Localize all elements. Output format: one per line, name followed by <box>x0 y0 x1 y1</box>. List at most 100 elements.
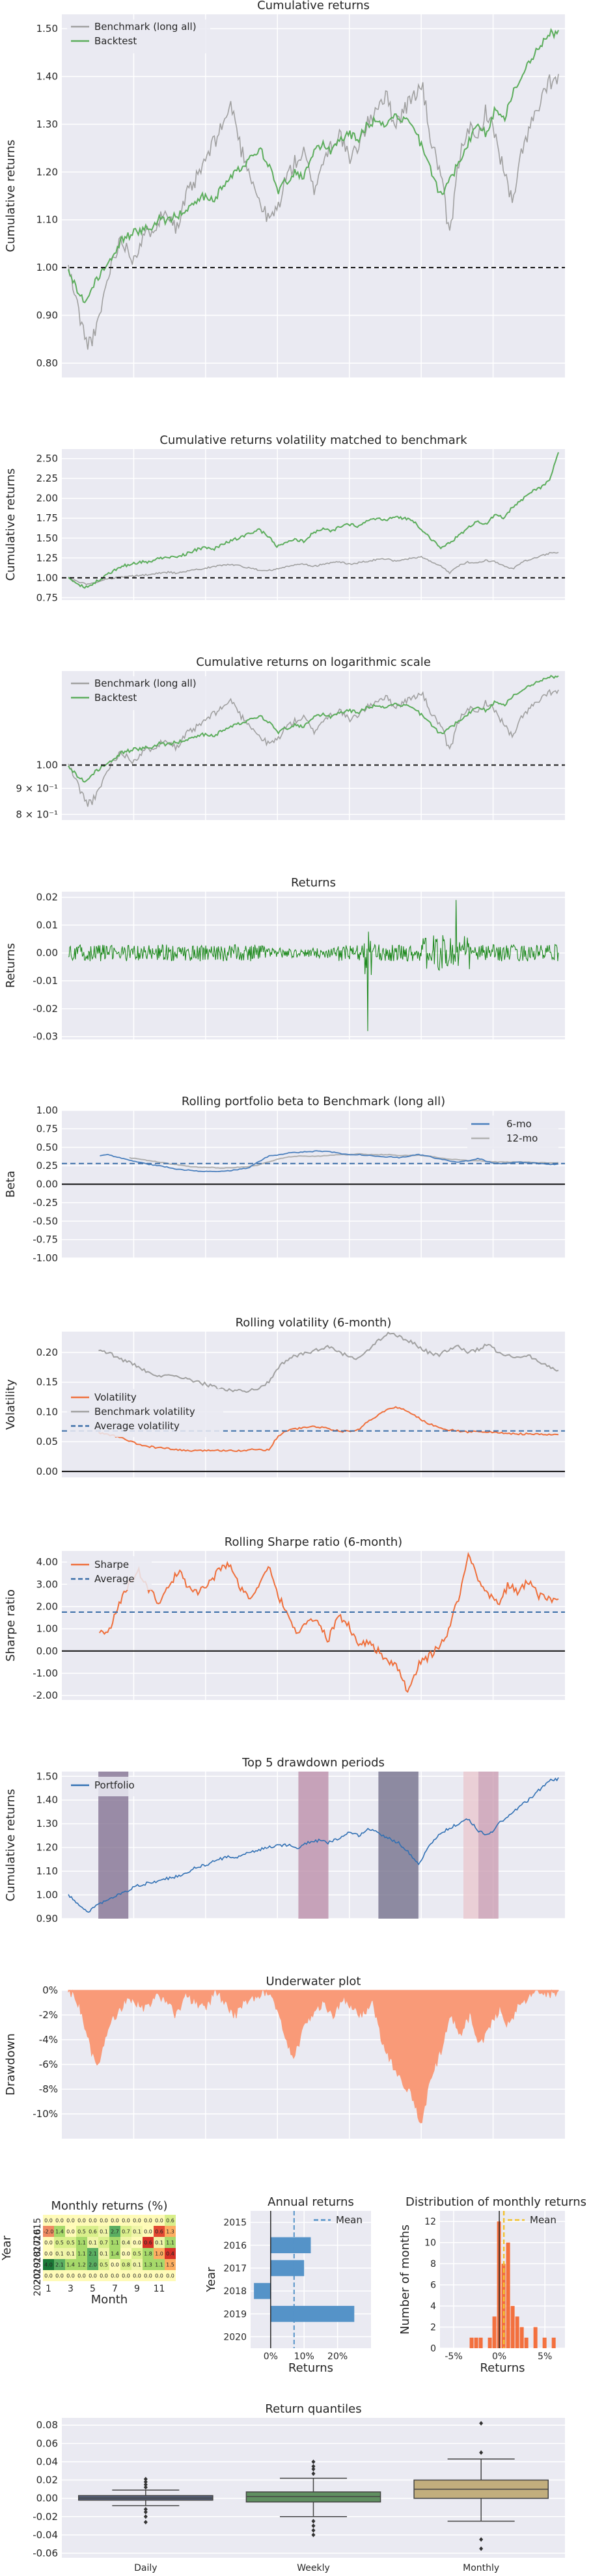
quantiles-box-monthly <box>413 2420 549 2551</box>
cumret-title: Cumulative returns <box>257 0 370 12</box>
monthly-dist-bar <box>469 2337 474 2348</box>
monthly-heatmap-cell <box>65 2248 76 2259</box>
monthly-heatmap-cell <box>154 2215 165 2226</box>
monthly-dist-xtick: 0% <box>492 2351 506 2362</box>
annual-xtick: 10% <box>294 2351 314 2362</box>
monthly-heatmap-cell <box>98 2270 109 2281</box>
monthly-heatmap-cell <box>165 2259 176 2270</box>
monthly-heatmap-cell-label: 0.4 <box>166 2251 174 2257</box>
beta-ytick: 1.00 <box>36 1104 58 1116</box>
monthly-heatmap-cell <box>76 2237 87 2248</box>
monthly-heatmap-cell-label: 0.0 <box>44 2273 53 2279</box>
cumret-ytick: 0.90 <box>36 310 58 322</box>
logret-title: Cumulative returns on logarithmic scale <box>196 655 431 669</box>
annual-xtick: 0% <box>264 2351 278 2362</box>
sharpe-ylabel: Sharpe ratio <box>4 1589 18 1662</box>
quantiles-ytick: 0.06 <box>36 2437 58 2449</box>
rollvol-ytick: 0.10 <box>36 1406 58 1418</box>
monthly-heatmap-cell <box>109 2248 120 2259</box>
quantiles-outlier <box>311 2471 316 2476</box>
cumret: Cumulative returns 0.80 0.90 1.00 1.10 1.20 1.… <box>4 0 565 377</box>
logret-legend-entry: Backtest <box>94 692 137 704</box>
monthly-heatmap-cell <box>109 2215 120 2226</box>
monthly-heatmap-xlabel: Month <box>91 2293 128 2307</box>
volmatch-ytick: 1.00 <box>36 572 58 584</box>
monthly-heatmap-cell-label: 1.5 <box>166 2262 174 2268</box>
quantiles-outlier <box>311 2459 316 2464</box>
volmatch-series-backtest <box>68 452 559 589</box>
underwater-ytick: -6% <box>39 2059 58 2070</box>
annual-xlabel: Returns <box>288 2361 333 2375</box>
monthly-heatmap-cell-label: 0.6 <box>155 2229 163 2235</box>
quantiles-ytick: -0.06 <box>33 2547 58 2559</box>
monthly-heatmap-year-tick: 2015 <box>33 2218 43 2241</box>
monthly-heatmap-cell-label: 0.5 <box>100 2262 108 2268</box>
logret-series-backtest <box>68 674 559 783</box>
rollvol-ytick: 0.05 <box>36 1436 58 1447</box>
underwater-ylabel: Drawdown <box>4 2033 18 2096</box>
monthly-dist-bar <box>515 2316 519 2348</box>
annual-ytick: 2017 <box>223 2264 247 2274</box>
annual-legend-entry: Mean <box>336 2214 363 2226</box>
sharpe: Rolling Sharpe ratio (6-month) 4.00 3.00 2.… <box>4 1535 565 1701</box>
underwater: Underwater plot 0% -2% -4% -6% -8% -10% Drawdow… <box>4 1975 565 2139</box>
monthly-heatmap-cell-label: 0.0 <box>133 2273 141 2279</box>
monthly-heatmap-cell <box>165 2215 176 2226</box>
volmatch-ytick: 1.25 <box>36 552 58 564</box>
monthly-heatmap-cell-label: 0.0 <box>77 2273 86 2279</box>
rollvol-legend-entry: Average volatility <box>94 1420 180 1432</box>
quantiles-outlier <box>311 2532 316 2538</box>
quantiles-outlier <box>143 2519 148 2525</box>
monthly-heatmap-cell <box>54 2226 65 2237</box>
monthly-heatmap-cell-label: 0.6 <box>144 2240 152 2246</box>
monthly-heatmap-cell-label: 0.0 <box>122 2251 130 2257</box>
cumret-ytick: 0.80 <box>36 357 58 369</box>
drawdown-period-4 <box>463 1772 479 1919</box>
cumret-ytick: 1.30 <box>36 118 58 130</box>
monthly-dist-ytick: 10 <box>424 2238 436 2249</box>
monthly-heatmap-cell <box>98 2259 109 2270</box>
quantiles-title: Return quantiles <box>265 2402 361 2416</box>
sharpe-ytick: 0.00 <box>36 1645 58 1657</box>
quantiles-ytick: -0.02 <box>33 2511 58 2523</box>
drawdown-period-3 <box>378 1772 419 1919</box>
monthly-heatmap-ylabel: Year <box>0 2235 14 2261</box>
monthly-heatmap-cell <box>131 2248 143 2259</box>
volmatch-ytick: 2.00 <box>36 493 58 504</box>
quantiles-outlier <box>311 2467 316 2472</box>
monthly-dist-bar <box>478 2337 483 2348</box>
quantiles-outlier <box>143 2514 148 2519</box>
monthly-heatmap-cell-label: 0.0 <box>66 2273 75 2279</box>
monthly-heatmap-cell <box>98 2248 109 2259</box>
monthly-heatmap-month-tick: 9 <box>134 2284 140 2294</box>
monthly-dist-ylabel: Number of months <box>398 2225 412 2335</box>
monthly-heatmap-cell <box>87 2226 98 2237</box>
monthly-heatmap-cell <box>109 2259 120 2270</box>
monthly-heatmap-cell <box>98 2237 109 2248</box>
monthly-heatmap-cell-label: 0.0 <box>166 2273 174 2279</box>
monthly-heatmap-cell <box>43 2215 54 2226</box>
quantiles-outlier <box>479 2537 484 2542</box>
cumret-background <box>62 14 565 377</box>
monthly-heatmap-cell <box>143 2259 154 2270</box>
monthly-heatmap-cell <box>87 2270 98 2281</box>
cumret-legend-box <box>67 20 210 53</box>
monthly-dist-bar <box>524 2337 529 2348</box>
rollvol-legend-entry: Benchmark volatility <box>94 1406 195 1418</box>
monthly-heatmap-cell-label: 2.7 <box>111 2229 119 2235</box>
cumret-ylabel: Cumulative returns <box>4 140 18 253</box>
monthly-heatmap-cell <box>87 2259 98 2270</box>
monthly-heatmap-cell-label: 0.1 <box>100 2229 108 2235</box>
volmatch-ytick: 2.50 <box>36 453 58 465</box>
quantiles-outlier <box>143 2476 148 2482</box>
monthly-heatmap-year-tick: 2017 <box>33 2240 43 2264</box>
monthly-heatmap-cell-label: 0.0 <box>155 2273 163 2279</box>
monthly-heatmap-cell <box>109 2237 120 2248</box>
beta-ytick: 0.75 <box>36 1123 58 1134</box>
monthly-heatmap-cell-label: 0.6 <box>166 2218 174 2224</box>
monthly-dist-title: Distribution of monthly returns <box>405 2195 586 2209</box>
cumret-ytick: 1.10 <box>36 214 58 226</box>
monthly-heatmap-cell-label: 1.2 <box>77 2262 86 2268</box>
rollvol-legend: Volatility Benchmark volatility Average vo… <box>67 1389 223 1437</box>
rollvol-legend-entry: Volatility <box>94 1391 137 1403</box>
